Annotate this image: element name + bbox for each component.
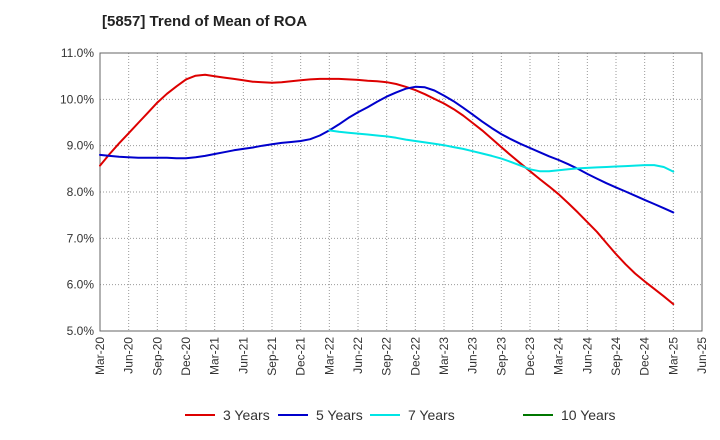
x-tick-label: Mar-24 bbox=[552, 337, 566, 375]
x-tick-label: Dec-21 bbox=[294, 337, 308, 376]
y-tick-label: 10.0% bbox=[60, 92, 94, 106]
y-tick-label: 9.0% bbox=[67, 139, 95, 153]
series-line-7-years bbox=[328, 129, 675, 173]
legend-label-10-years: 10 Years bbox=[561, 407, 616, 423]
x-tick-label: Sep-24 bbox=[609, 337, 623, 376]
x-tick-label: Jun-23 bbox=[466, 337, 480, 374]
y-tick-label: 7.0% bbox=[67, 231, 95, 245]
legend: 3 Years 5 Years 7 Years 10 Years bbox=[185, 407, 616, 423]
x-tick-label: Dec-24 bbox=[638, 337, 652, 376]
y-tick-label: 8.0% bbox=[67, 185, 95, 199]
x-tick-label: Jun-24 bbox=[580, 337, 594, 374]
series-line-3-years bbox=[99, 73, 675, 306]
series-lines bbox=[99, 73, 675, 306]
x-tick-label: Sep-22 bbox=[380, 337, 394, 376]
x-tick-label: Mar-21 bbox=[208, 337, 222, 375]
x-tick-label: Jun-25 bbox=[695, 337, 709, 374]
plot-frame bbox=[99, 52, 703, 332]
x-tick-label: Dec-22 bbox=[408, 337, 422, 376]
legend-label-3-years: 3 Years bbox=[223, 407, 270, 423]
x-tick-label: Sep-20 bbox=[150, 337, 164, 376]
legend-label-5-years: 5 Years bbox=[316, 407, 363, 423]
x-tick-label: Mar-25 bbox=[666, 337, 680, 375]
x-tick-label: Jun-20 bbox=[122, 337, 136, 374]
x-tick-label: Mar-22 bbox=[322, 337, 336, 375]
x-tick-label: Jun-22 bbox=[351, 337, 365, 374]
x-tick-label: Mar-23 bbox=[437, 337, 451, 375]
x-tick-label: Sep-21 bbox=[265, 337, 279, 376]
x-tick-label: Mar-20 bbox=[93, 337, 107, 375]
x-tick-label: Jun-21 bbox=[236, 337, 250, 374]
y-tick-label: 5.0% bbox=[67, 324, 95, 338]
y-tick-label: 6.0% bbox=[67, 278, 95, 292]
x-tick-label: Sep-23 bbox=[494, 337, 508, 376]
gridlines bbox=[99, 52, 703, 332]
axes: 5.0% 6.0% 7.0% 8.0% 9.0% 10.0% 11.0% Mar-20 Jun-… bbox=[60, 46, 709, 376]
x-tick-label: Dec-20 bbox=[179, 337, 193, 376]
y-tick-label: 11.0% bbox=[61, 46, 94, 60]
chart-title: [5857] Trend of Mean of ROA bbox=[102, 13, 308, 30]
x-tick-label: Dec-23 bbox=[523, 337, 537, 376]
legend-label-7-years: 7 Years bbox=[408, 407, 455, 423]
